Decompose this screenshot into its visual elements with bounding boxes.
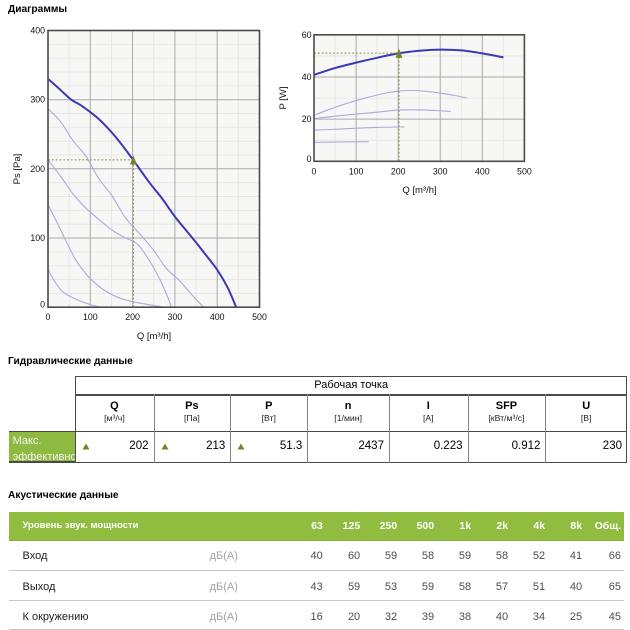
svg-text:500: 500	[517, 167, 532, 177]
svg-text:200: 200	[125, 312, 140, 322]
svg-text:100: 100	[83, 312, 98, 322]
svg-text:20: 20	[302, 114, 312, 124]
svg-text:0: 0	[46, 312, 51, 322]
svg-text:Q [m³/h]: Q [m³/h]	[402, 185, 436, 196]
svg-text:400: 400	[30, 26, 45, 36]
svg-text:0: 0	[307, 154, 312, 164]
svg-text:300: 300	[433, 167, 448, 177]
svg-text:200: 200	[391, 167, 406, 177]
svg-text:60: 60	[302, 30, 312, 40]
svg-text:Q [m³/h]: Q [m³/h]	[137, 331, 171, 342]
svg-text:400: 400	[475, 167, 490, 177]
svg-text:100: 100	[349, 167, 364, 177]
svg-text:40: 40	[302, 72, 312, 82]
svg-text:400: 400	[210, 312, 225, 322]
svg-text:P [W]: P [W]	[278, 86, 289, 109]
svg-text:500: 500	[252, 312, 267, 322]
svg-text:Ps [Pa]: Ps [Pa]	[12, 154, 23, 185]
svg-text:300: 300	[30, 95, 45, 105]
svg-text:0: 0	[40, 300, 45, 310]
svg-text:100: 100	[30, 233, 45, 243]
svg-text:200: 200	[30, 164, 45, 174]
svg-text:0: 0	[312, 167, 317, 177]
svg-text:300: 300	[168, 312, 183, 322]
